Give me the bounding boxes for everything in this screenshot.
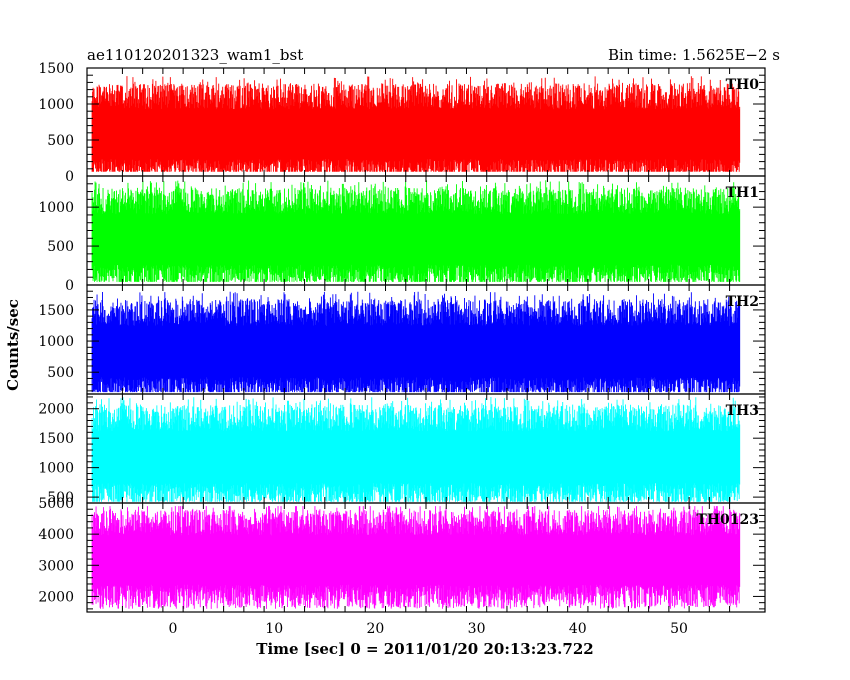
x-tick-label: 30 [468, 621, 486, 637]
y-tick-label: 4000 [38, 527, 74, 543]
y-tick-label: 1500 [38, 431, 74, 447]
x-tick-label: 0 [169, 621, 178, 637]
x-tick-label: 10 [265, 621, 283, 637]
panel-label-th0123: TH0123 [696, 512, 759, 528]
panels-group: 050010001500TH005001000TH150010001500TH2… [38, 61, 766, 637]
y-tick-label: 1500 [38, 61, 74, 77]
x-tick-label: 20 [366, 621, 384, 637]
y-tick-label: 2000 [38, 589, 74, 605]
x-tick-label: 50 [670, 621, 688, 637]
series-th0123 [91, 506, 741, 609]
y-tick-label: 1000 [38, 461, 74, 477]
panel-label-th2: TH2 [726, 294, 759, 310]
series-th0 [91, 76, 741, 172]
y-tick-label: 1500 [38, 303, 74, 319]
y-tick-label: 500 [47, 239, 74, 255]
y-tick-label: 1000 [38, 200, 74, 216]
y-tick-label: 5000 [38, 496, 74, 512]
panel-label-th0: TH0 [726, 77, 760, 93]
y-tick-label: 0 [65, 278, 74, 294]
panel-label-th3: TH3 [726, 403, 759, 419]
y-tick-label: 3000 [38, 558, 74, 574]
y-tick-label: 500 [47, 133, 74, 149]
y-tick-label: 500 [47, 490, 74, 506]
panel-label-th1: TH1 [726, 185, 759, 201]
series-th1 [91, 180, 741, 282]
series-th2 [91, 291, 741, 393]
y-tick-label: 2000 [38, 402, 74, 418]
y-tick-label: 0 [65, 169, 74, 185]
series-th3 [91, 397, 741, 502]
chart-title: ae110120201323_wam1_bst [87, 46, 303, 64]
y-tick-label: 1000 [38, 97, 74, 113]
y-tick-label: 500 [47, 365, 74, 381]
chart-bin-time: Bin time: 1.5625E−2 s [608, 46, 780, 64]
y-tick-label: 1000 [38, 334, 74, 350]
x-axis-label: Time [sec] 0 = 2011/01/20 20:13:23.722 [256, 640, 593, 658]
x-tick-label: 40 [569, 621, 587, 637]
y-axis-label: Counts/sec [4, 299, 22, 391]
